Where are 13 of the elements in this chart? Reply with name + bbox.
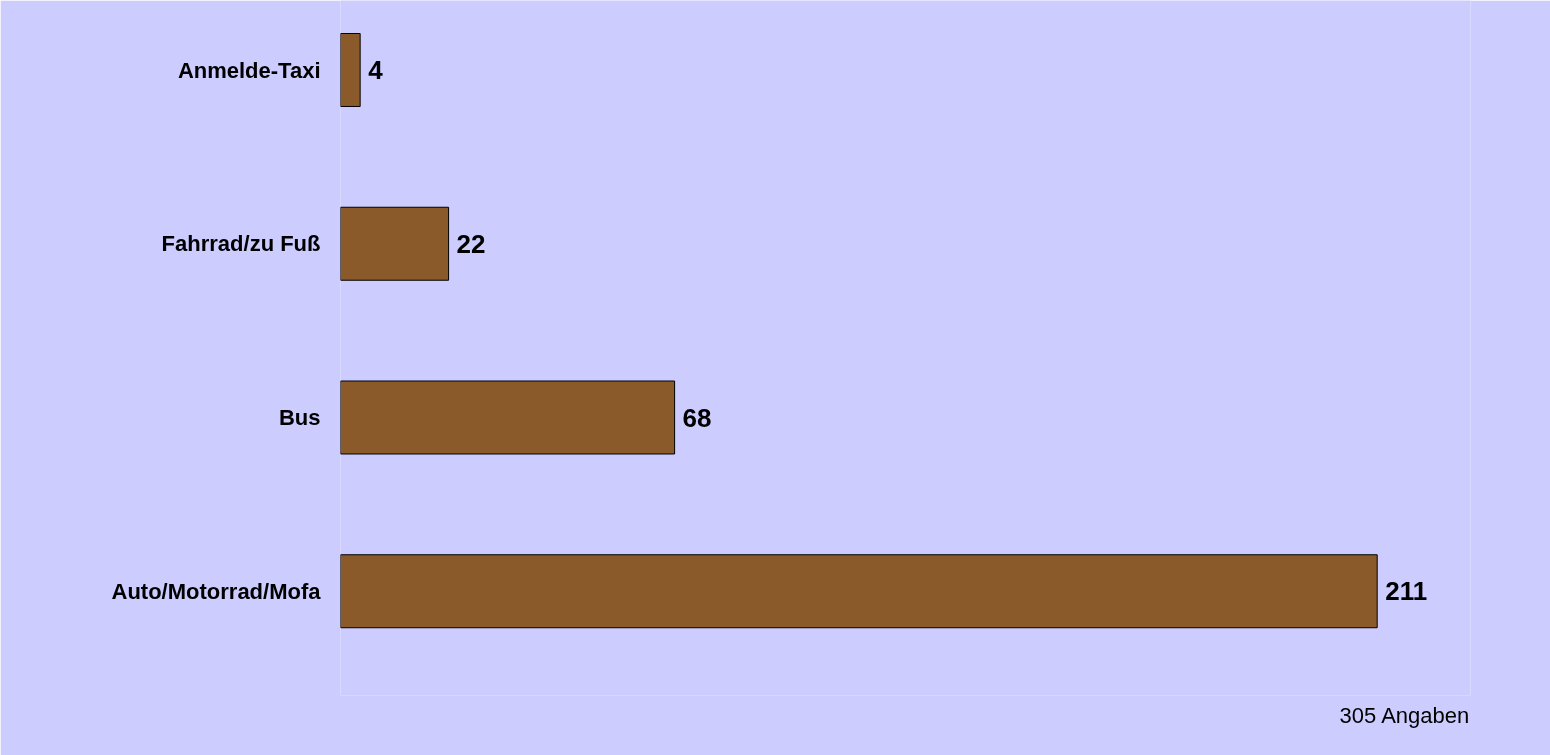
bar [340, 380, 676, 455]
y-tick-label: Anmelde-Taxi [177, 57, 321, 83]
bar [340, 554, 1378, 629]
y-tick-label: Fahrrad/zu Fuß [161, 231, 321, 257]
data-label: 68 [682, 402, 712, 433]
data-label: 211 [1385, 576, 1428, 607]
y-tick-label: Bus [278, 405, 321, 430]
data-label: 22 [456, 228, 486, 259]
data-label: 4 [368, 55, 384, 85]
bar [340, 206, 450, 281]
bar [340, 33, 361, 107]
y-tick-label: Auto/Motorrad/Mofa [111, 578, 322, 604]
text: 305 Angaben [1339, 702, 1470, 728]
